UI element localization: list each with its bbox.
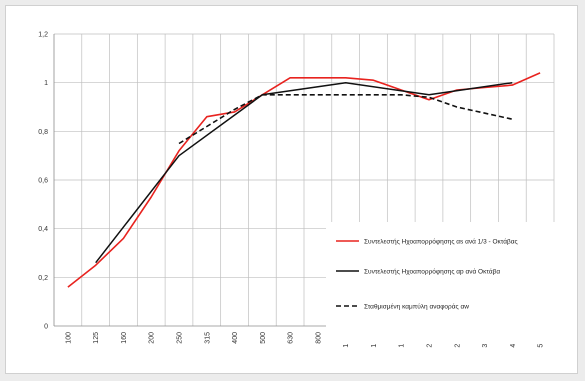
legend-background: [326, 222, 558, 344]
x-tick-label: 800: [315, 332, 322, 344]
series-line-3: [178, 94, 513, 145]
legend-label-series-3: Σταθμισμένη καμπύλη αναφοράς αw: [364, 303, 469, 311]
legend-label-series-1: Συντελεστής Ηχοαπορρόφησης αs ανά 1/3 - …: [364, 238, 518, 246]
y-tick-label: 1: [44, 80, 48, 87]
series: [67, 72, 541, 288]
x-tick-label: 500: [260, 332, 267, 344]
x-tick-label: 125: [93, 332, 100, 344]
series-line-2: [95, 81, 513, 264]
y-tick-label: 0,2: [38, 275, 48, 282]
chart-frame: 0 0,2 0,4 0,6 0,8 1 1,2 100 125 160 200 250 315 400 5…: [5, 5, 578, 374]
x-tick-label: 630: [288, 332, 295, 344]
x-tick-label: 250: [177, 332, 184, 344]
y-tick-label: 0: [44, 324, 48, 331]
line-chart: 0 0,2 0,4 0,6 0,8 1 1,2 100 125 160 200 250 315 400 5…: [38, 32, 558, 348]
y-tick-label: 1,2: [38, 32, 48, 39]
x-tick-label: 315: [204, 332, 211, 344]
y-tick-label: 0,4: [38, 226, 48, 233]
x-tick-label: 100: [65, 332, 72, 344]
x-tick-label: 400: [232, 332, 239, 344]
legend-label-series-2: Συντελεστής Ηχοαπορρόφησης αp ανά Οκτάβα: [364, 268, 500, 276]
y-tick-label: 0,8: [38, 129, 48, 136]
y-axis-ticks: 0 0,2 0,4 0,6 0,8 1 1,2: [38, 32, 48, 331]
x-tick-label: 160: [121, 332, 128, 344]
x-tick-label: 200: [149, 332, 156, 344]
y-tick-label: 0,6: [38, 178, 48, 185]
legend: Συντελεστής Ηχοαπορρόφησης αs ανά 1/3 - …: [326, 222, 558, 344]
